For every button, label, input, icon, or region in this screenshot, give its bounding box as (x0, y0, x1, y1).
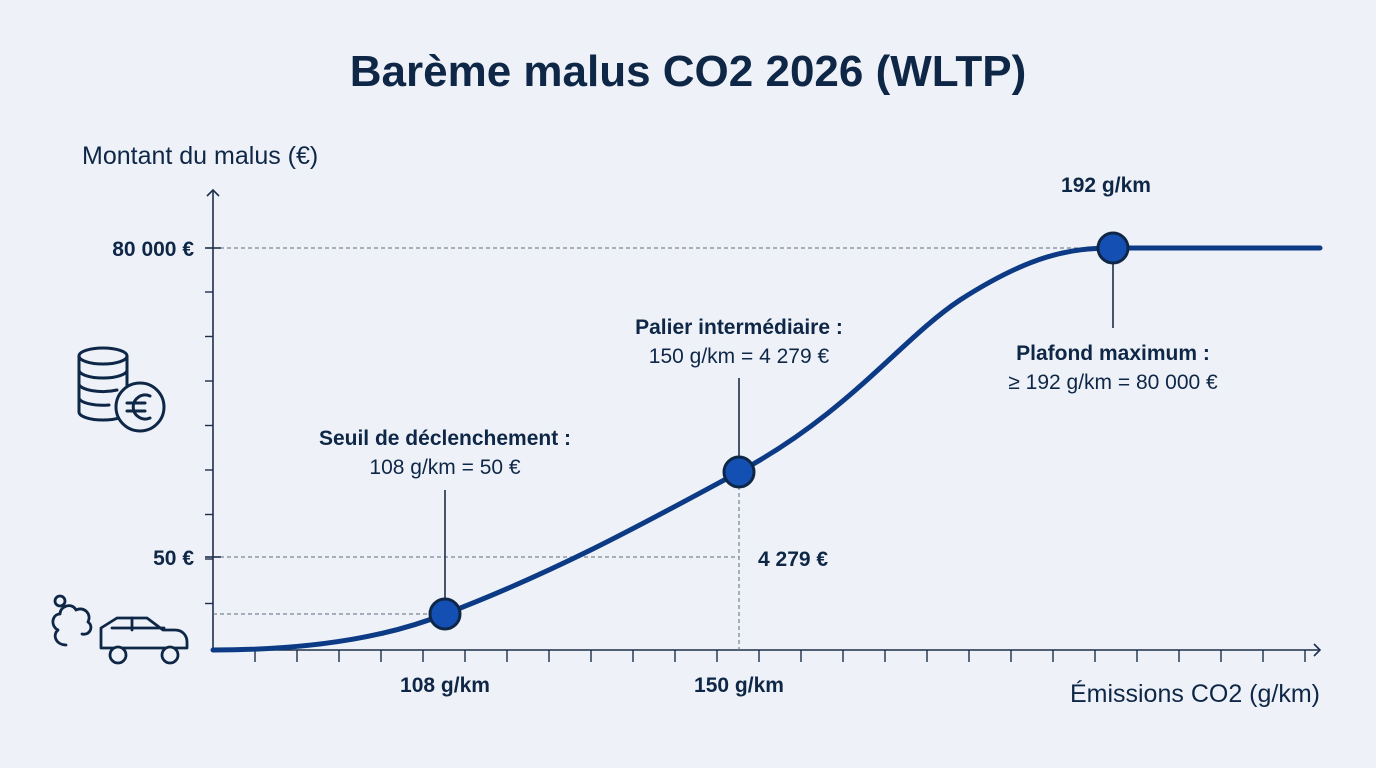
y-axis-minor-ticks (205, 291, 213, 605)
coins-euro-icon (77, 346, 166, 433)
y-axis-label: Montant du malus (€) (82, 142, 318, 170)
y-tick-label-80000: 80 000 € (112, 238, 194, 261)
annotation-seuil-title: Seuil de déclenchement : (319, 427, 571, 450)
annotation-plafond-text: ≥ 192 g/km = 80 000 € (1008, 371, 1218, 394)
annotation-palier-text: 150 g/km = 4 279 € (649, 345, 830, 368)
car-exhaust-icon (51, 594, 189, 665)
annotation-seuil-text: 108 g/km = 50 € (369, 456, 521, 479)
chart-title: Barème malus CO2 2026 (WLTP) (350, 47, 1027, 96)
point-palier (722, 455, 756, 489)
annotation-plafond-title: Plafond maximum : (1016, 342, 1210, 365)
x-axis-label: Émissions CO2 (g/km) (1070, 679, 1320, 708)
x-axis-minor-ticks (254, 650, 1306, 662)
point-plafond (1096, 231, 1130, 265)
y-tick-label-50: 50 € (153, 547, 194, 570)
x-tick-label-108: 108 g/km (400, 674, 490, 697)
annotation-palier-title: Palier intermédiaire : (635, 316, 843, 339)
point-seuil (428, 597, 462, 631)
annotation-palier-value: 4 279 € (758, 548, 828, 571)
x-tick-label-150: 150 g/km (694, 674, 784, 697)
annotation-plafond-top: 192 g/km (1061, 174, 1151, 197)
